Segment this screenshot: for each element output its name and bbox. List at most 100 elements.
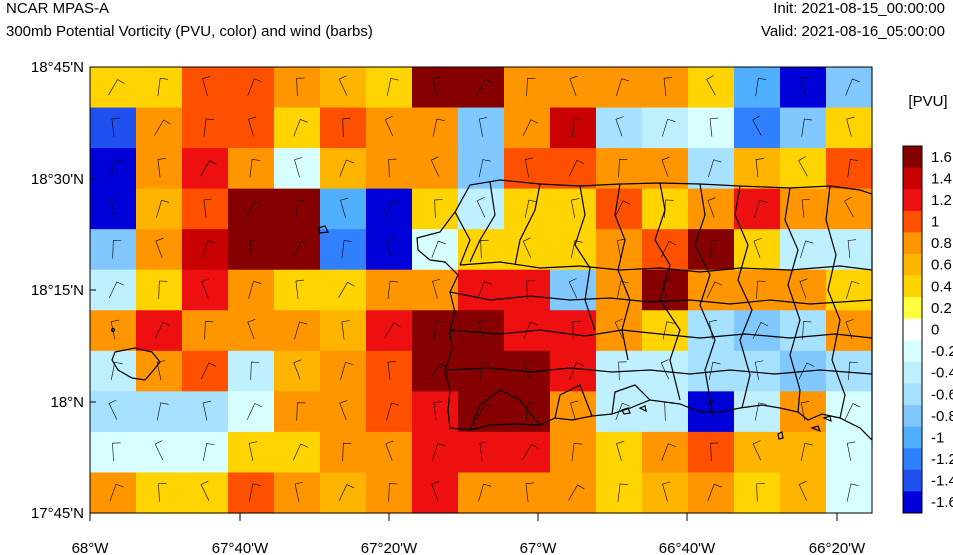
wind-barb [526,280,535,300]
pv-cell [780,229,827,271]
wind-barb [108,281,125,299]
pv-cell [90,67,137,109]
wind-barb [432,76,442,97]
pv-cell [550,472,597,514]
wind-barb [478,159,491,178]
colorbar-tick-label: -1.6 [931,494,953,511]
wind-barb [752,115,762,136]
longitude-labels: 68°W 67°40'W 67°20'W 67°W 66°40'W 66°20'W [72,540,866,555]
wind-barb [250,361,260,381]
wind-barb [755,158,765,178]
wind-barb [294,481,304,502]
wind-barb [522,443,539,461]
model-title: NCAR MPAS-A [6,0,110,17]
pv-cell [458,148,505,190]
pv-cell [734,188,781,230]
pv-cell [182,229,229,271]
wind-barb [706,281,723,299]
wind-barb [296,402,306,421]
wind-barb [246,403,263,420]
pv-cell [274,310,321,352]
colorbar-tick-label: -0.8 [931,408,953,425]
pv-cell [320,148,367,190]
wind-barb [568,159,585,177]
wind-barb [385,200,400,218]
wind-barb [156,402,169,421]
colorbar-swatch [903,340,922,363]
wind-barb [340,197,349,218]
wind-barb [155,237,164,258]
wind-barb [526,77,536,97]
wind-barb [754,199,768,218]
wind-barb [662,279,672,299]
pv-cell [550,229,597,271]
wind-barb [844,403,861,420]
pv-cell [504,107,551,149]
colorbar-swatch [903,232,922,255]
wind-barb [570,240,583,259]
pv-cell [596,188,643,230]
pv-cell [596,472,643,514]
pv-cell [90,229,137,271]
wind-barb [203,118,215,137]
pv-cell [136,391,183,433]
wind-barb [200,480,210,501]
colorbar-frame [902,145,923,514]
wind-barb [524,199,537,218]
wind-barb [618,361,627,381]
wind-barb [800,76,809,97]
pv-cell [642,431,689,474]
wind-barb [798,156,808,177]
pv-cell [136,188,183,230]
pv-cell [366,188,413,230]
lon-label: 67°20'W [361,540,418,555]
wind-barb [661,156,670,177]
pv-cell [366,391,413,433]
wind-barb [662,118,676,137]
colorbar-swatch [903,318,922,341]
pv-cell [182,431,229,474]
wind-barb [248,280,262,299]
wind-barb [384,116,394,137]
pv-cell [780,310,827,352]
wind-barb [293,119,308,137]
wind-barb [476,78,493,96]
colorbar-tick-label: -0.2 [931,343,953,360]
wind-barb [479,361,491,381]
pv-cell [826,269,873,311]
wind-barb [707,483,722,502]
wind-barb [248,116,257,137]
wind-barb [295,279,304,299]
pv-cell [412,431,459,474]
pv-cell [90,472,137,514]
wind-barb [618,159,628,178]
wind-barb [431,240,446,258]
colorbar-tick-label: -1.4 [931,473,953,490]
wind-barb [478,319,487,340]
lon-label: 67°40'W [212,540,269,555]
wind-barb [522,119,539,137]
wind-barb [387,360,396,381]
pv-cell [550,107,597,149]
wind-barb [846,441,856,462]
wind-barb [753,237,762,259]
wind-barb [480,239,489,259]
colorbar-tick-label: 0.4 [931,278,952,295]
wind-barb [294,321,308,340]
wind-barb [157,158,166,178]
pv-cell [642,107,689,149]
pv-cell [228,391,275,433]
wind-barb [756,280,766,300]
pv-cell [642,229,689,271]
pv-cell [320,472,367,514]
wind-barb [523,321,538,340]
pv-cell [274,229,321,271]
pv-cell [228,472,275,514]
wind-barb [660,240,677,258]
wind-barb [616,238,626,259]
colorbar-swatch [903,210,922,233]
wind-barb [248,441,258,462]
wind-barb [616,441,625,461]
wind-barb [568,278,578,299]
pv-cell [550,148,597,190]
